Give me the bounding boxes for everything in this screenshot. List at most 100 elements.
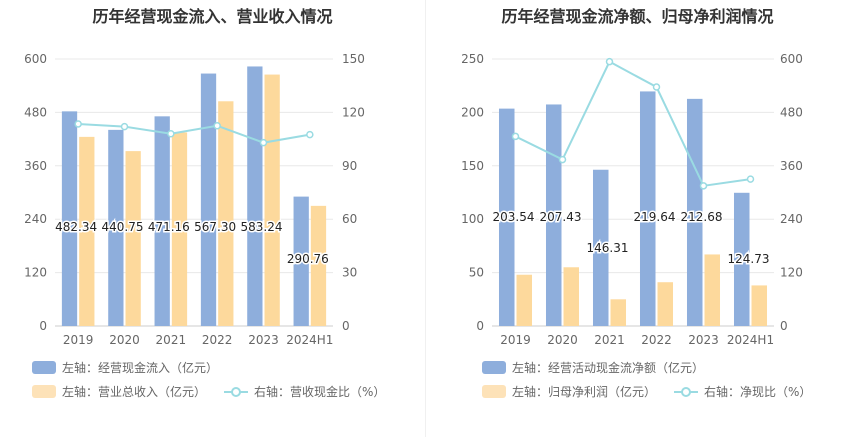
legend-row-1: 左轴：经营现金流入（亿元） [32,359,236,375]
legend-label: 右轴：营收现金比（%） [254,384,386,399]
legend-label: 左轴：归母净利润（亿元） [512,384,657,399]
y-left-tick-label: 360 [24,159,47,173]
bar-blue [545,104,562,327]
bar-value-label: 440.75 [102,220,144,234]
y-left-tick-label: 240 [24,212,47,226]
bar-blue [154,116,170,326]
legend-item-bar-blue[interactable]: 左轴：经营活动现金流净额（亿元） [482,359,704,376]
legend-label: 左轴：经营活动现金流净额（亿元） [512,360,705,375]
y-left-tick-label: 200 [461,105,484,119]
bar-blue [639,91,656,327]
bar-orange [125,151,141,326]
legend-swatch-orange [482,384,506,398]
y-right-tick-label: 600 [780,52,803,66]
chart-canvas: 0 50 100 150 200 250 0 120 240 360 480 600 2019 2020 2… [461,52,803,347]
line-point [699,182,708,190]
legend-line-icon [674,385,699,398]
bar-blue [686,98,703,326]
bar-blue [247,66,263,327]
y-right-tick-label: 30 [342,266,357,280]
x-tick-label: 2024H1 [286,333,333,347]
line-point [511,132,520,141]
bar-orange [218,101,234,327]
y-right-tick-label: 0 [342,319,350,333]
line-point [746,175,755,183]
bar-orange [516,274,533,326]
ratio-line [78,122,311,144]
bar-orange [310,205,327,326]
line-point [306,130,314,139]
line-point [558,155,567,164]
bar-blue [61,111,78,326]
bar-orange [704,254,721,326]
x-tick-label: 2023 [248,333,279,347]
line-point [74,120,82,128]
y-left-tick-label: 50 [469,266,484,280]
bar-value-label: 482.34 [55,220,97,234]
legend-item-line[interactable]: 右轴：净现比（%） [674,383,811,400]
bar-value-label: 212.68 [681,210,723,224]
legend-label: 左轴：营业总收入（亿元） [62,384,207,399]
line-point [213,122,221,130]
bar-orange [751,285,768,326]
y-left-tick-label: 0 [39,319,47,333]
legend-swatch-blue [32,360,56,374]
legend-swatch-orange [32,384,56,398]
bar-orange [264,74,280,326]
bar-value-label: 583.24 [241,220,283,234]
ratio-line [515,60,751,187]
x-tick-label: 2022 [202,333,233,347]
bar-blue [592,169,609,326]
y-right-tick-label: 150 [342,52,365,66]
bar-value-label: 124.73 [728,252,770,266]
line-point [120,122,129,131]
bar-blue [108,129,124,326]
bar-blue [733,192,750,326]
bar-value-label: 471.16 [148,220,190,234]
bar-value-label: 567.30 [194,220,236,234]
chart-title: 历年经营现金流入、营业收入情况 [92,7,333,26]
line-point [652,83,661,91]
y-right-tick-label: 90 [342,159,357,173]
legend-row-1: 左轴：经营活动现金流净额（亿元） [482,359,722,375]
x-tick-label: 2019 [63,333,94,347]
y-right-tick-label: 480 [780,105,803,119]
line-point [167,130,175,138]
legend-item-bar-blue[interactable]: 左轴：经营现金流入（亿元） [32,359,218,376]
y-left-tick-label: 150 [461,159,484,173]
y-left-tick-label: 120 [24,266,47,280]
legend-label: 左轴：经营现金流入（亿元） [62,360,219,375]
bar-value-label: 146.31 [587,241,629,255]
bar-orange [657,282,674,326]
y-right-tick-label: 240 [780,212,803,226]
line-point [259,138,268,147]
bar-value-label: 290.76 [287,252,329,266]
x-tick-label: 2020 [547,333,578,347]
legend-line-icon [224,385,249,398]
y-left-tick-label: 480 [24,105,47,119]
x-tick-label: 2021 [594,333,625,347]
bar-orange [79,136,95,326]
legend-row-2: 左轴：营业总收入（亿元） 右轴：营收现金比（%） [32,383,403,399]
chart-panel-right: 历年经营现金流净额、归母净利润情况 0 50 100 150 200 250 0 120 240… [425,0,850,437]
x-tick-label: 2021 [156,333,187,347]
legend-item-bar-orange[interactable]: 左轴：营业总收入（亿元） [32,383,206,400]
y-right-tick-label: 120 [780,266,803,280]
x-tick-label: 2020 [109,333,140,347]
panel-divider [425,0,426,437]
x-tick-label: 2019 [500,333,531,347]
legend-item-line[interactable]: 右轴：营收现金比（%） [224,383,385,400]
bar-value-label: 219.64 [634,210,676,224]
line-point [605,57,614,66]
bar-blue [293,196,309,326]
y-left-tick-label: 100 [461,212,484,226]
y-left-tick-label: 0 [476,319,484,333]
y-right-tick-label: 360 [780,159,803,173]
x-tick-label: 2023 [688,333,719,347]
legend-item-bar-orange[interactable]: 左轴：归母净利润（亿元） [482,383,656,400]
y-right-tick-label: 60 [342,212,357,226]
legend-swatch-blue [482,360,506,374]
legend-label: 右轴：净现比（%） [704,384,812,399]
bar-value-label: 207.43 [540,210,582,224]
bar-orange [610,299,627,326]
